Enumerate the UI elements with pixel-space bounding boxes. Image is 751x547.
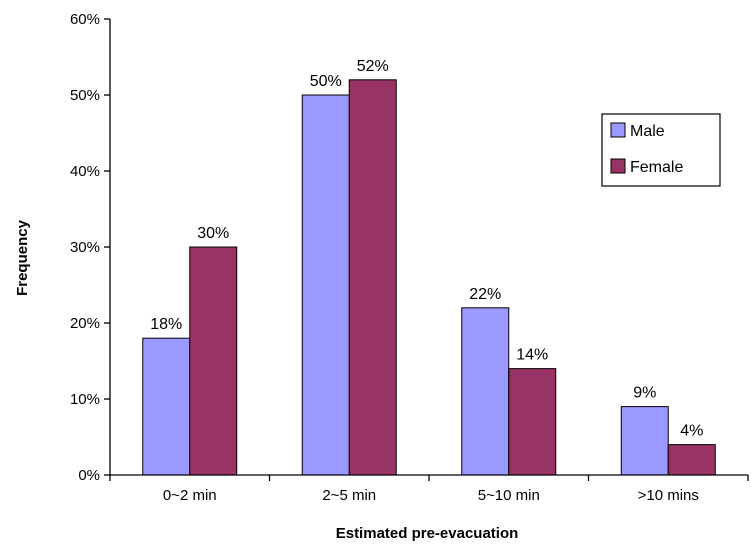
bar-male — [142, 337, 191, 476]
y-ticks-group: 0% 10% 20% 30% 40% 50% 60% — [70, 11, 110, 484]
legend-swatch-male — [610, 122, 626, 138]
data-label-male: 18% — [150, 316, 182, 333]
bar-female — [508, 368, 557, 476]
x-axis-title: Estimated pre-evacuation — [336, 525, 519, 542]
x-ticks-group: 0~2 min 2~5 min 5~10 min >10 mins — [109, 475, 749, 504]
data-label-female: 4% — [680, 423, 703, 440]
x-tick-label: 2~5 min — [322, 487, 376, 504]
legend-label-female: Female — [630, 159, 683, 176]
bar-female — [189, 246, 238, 476]
data-label-female: 52% — [357, 58, 389, 75]
data-labels-group: 18% 50% 22% 9% 30% 52% 14% 4% — [150, 58, 703, 440]
bar-male — [620, 406, 669, 476]
y-axis-title: Frequency — [14, 219, 31, 296]
bar-female — [667, 444, 716, 476]
legend-label-male: Male — [630, 123, 665, 140]
y-tick-label: 0% — [78, 467, 100, 484]
x-tick-label: 5~10 min — [478, 487, 540, 504]
legend-swatch-female — [610, 158, 626, 174]
x-tick-label: >10 mins — [638, 487, 699, 504]
data-label-male: 22% — [469, 286, 501, 303]
bar-male — [461, 307, 510, 476]
y-tick-label: 10% — [70, 391, 100, 408]
y-tick-label: 20% — [70, 315, 100, 332]
bars-group — [142, 79, 716, 476]
data-label-male: 9% — [633, 385, 656, 402]
data-label-female: 14% — [516, 347, 548, 364]
legend: Male Female — [601, 113, 721, 187]
bar-female — [348, 79, 397, 476]
y-tick-label: 30% — [70, 239, 100, 256]
data-label-female: 30% — [197, 225, 229, 242]
y-tick-label: 40% — [70, 163, 100, 180]
y-tick-label: 50% — [70, 87, 100, 104]
x-tick-label: 0~2 min — [163, 487, 217, 504]
y-tick-label: 60% — [70, 11, 100, 28]
data-label-male: 50% — [310, 73, 342, 90]
bar-male — [301, 94, 350, 476]
